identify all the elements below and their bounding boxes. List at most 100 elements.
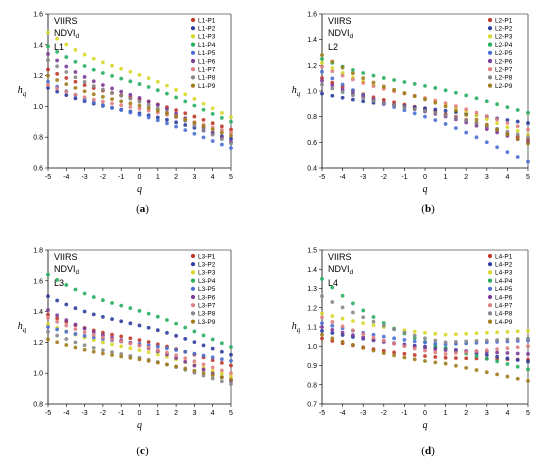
data-point [192, 131, 197, 136]
legend-label: L3-P4 [198, 278, 216, 285]
data-point [526, 352, 530, 356]
x-tick-label: 5 [229, 174, 233, 181]
data-point [201, 333, 206, 338]
y-axis-title: hq [292, 85, 301, 98]
legend-marker [190, 67, 196, 72]
data-point [484, 370, 489, 375]
data-point [55, 340, 60, 345]
data-point [219, 116, 224, 120]
x-tick-label: 4 [211, 174, 215, 181]
data-point [101, 103, 105, 108]
data-point [46, 315, 50, 320]
x-tick-label: -1 [118, 174, 124, 181]
data-point [340, 339, 345, 344]
data-point [201, 101, 206, 106]
data-point [454, 90, 458, 95]
data-point [515, 108, 520, 112]
data-point [165, 121, 169, 126]
series-L3-P2 [46, 294, 233, 357]
data-point [474, 123, 479, 128]
data-point [137, 308, 142, 313]
data-point [515, 155, 520, 159]
data-point [433, 355, 438, 359]
annotation-sensor: VIIRS [54, 252, 78, 262]
x-tick-label: -4 [339, 410, 345, 417]
x-tick-label: -4 [63, 410, 69, 417]
data-point [340, 73, 345, 78]
x-tick-label: 1 [444, 174, 448, 181]
x-tick-label: 3 [192, 174, 196, 181]
data-point [91, 84, 96, 88]
data-point [320, 294, 324, 299]
series-L1-P8 [46, 58, 233, 146]
data-point [210, 337, 215, 342]
data-point [474, 368, 479, 372]
data-point [484, 127, 489, 131]
data-point [412, 329, 417, 334]
data-point [128, 92, 133, 97]
data-point [64, 42, 69, 47]
x-tick-label: 1 [444, 410, 448, 417]
legend-label: L4-P2 [495, 262, 513, 269]
data-point [82, 333, 87, 338]
data-point [64, 318, 69, 323]
data-point [320, 57, 324, 61]
data-point [392, 87, 396, 92]
data-point [340, 82, 345, 87]
data-point [330, 336, 335, 341]
data-point [340, 293, 345, 298]
panel-label: (b) [421, 203, 435, 215]
data-point [155, 352, 160, 357]
x-tick-label: -5 [45, 174, 51, 181]
data-point [46, 30, 50, 35]
data-point [192, 103, 197, 108]
legend-label: L3-P3 [198, 270, 216, 277]
data-point [46, 86, 50, 90]
data-point [454, 108, 458, 113]
data-point [371, 319, 376, 324]
data-point [174, 120, 179, 125]
data-point [433, 341, 438, 346]
data-point [330, 69, 335, 74]
data-point [55, 78, 60, 82]
data-point [128, 79, 133, 84]
data-point [229, 133, 233, 138]
data-point [526, 135, 530, 140]
data-point [515, 329, 520, 334]
legend-marker [190, 262, 196, 267]
data-point [423, 340, 427, 345]
data-point [340, 95, 345, 100]
data-point [137, 112, 142, 117]
legend-marker [487, 58, 493, 64]
data-point [91, 330, 96, 334]
data-point [128, 306, 133, 311]
data-point [340, 90, 345, 94]
data-point [155, 108, 160, 113]
chart-panel-4: 0.7 0.8 0.9 1.0 1.1 1.2 1.3 1.4 1.5 -5 -4 -3 -2 -1 0 1 2… [292, 248, 530, 458]
data-point [101, 340, 105, 345]
data-point [119, 99, 124, 104]
annotation-index-subscript: d [76, 33, 80, 40]
data-point [484, 114, 489, 118]
legend-marker [487, 319, 493, 324]
y-tick-label: 1.4 [33, 309, 43, 316]
x-tick-label: 1 [156, 410, 160, 417]
data-point [55, 58, 60, 63]
legend-marker [190, 42, 196, 47]
legend-marker [190, 58, 196, 64]
data-point [192, 340, 197, 345]
y-axis-title: hq [292, 321, 301, 334]
data-point [433, 350, 438, 355]
data-point [183, 99, 188, 104]
data-point [119, 319, 124, 324]
x-tick-label: 3 [192, 410, 196, 417]
data-point [46, 82, 50, 87]
data-point [192, 97, 197, 101]
data-point [495, 359, 499, 364]
data-point [505, 329, 510, 334]
data-point [433, 118, 438, 123]
y-axis-title-subscript: q [23, 326, 27, 334]
annotation-level: L1 [54, 42, 64, 52]
